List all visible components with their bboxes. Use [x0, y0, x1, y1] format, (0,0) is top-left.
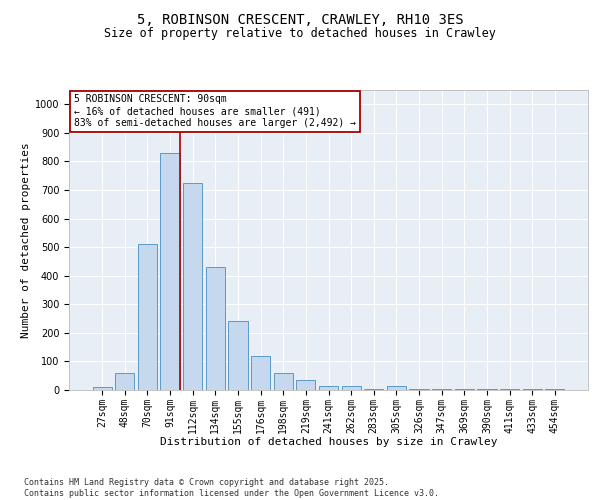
Text: Contains HM Land Registry data © Crown copyright and database right 2025.
Contai: Contains HM Land Registry data © Crown c…	[24, 478, 439, 498]
Bar	[274, 373, 293, 390]
Text: 5 ROBINSON CRESCENT: 90sqm
← 16% of detached houses are smaller (491)
83% of sem: 5 ROBINSON CRESCENT: 90sqm ← 16% of deta…	[74, 94, 356, 128]
Text: Size of property relative to detached houses in Crawley: Size of property relative to detached ho…	[104, 28, 496, 40]
Bar	[251, 356, 270, 390]
Bar	[364, 388, 383, 390]
Y-axis label: Number of detached properties: Number of detached properties	[20, 142, 31, 338]
Text: 5, ROBINSON CRESCENT, CRAWLEY, RH10 3ES: 5, ROBINSON CRESCENT, CRAWLEY, RH10 3ES	[137, 12, 463, 26]
Bar	[92, 387, 112, 390]
Bar	[296, 380, 316, 390]
Bar	[319, 386, 338, 390]
Bar	[115, 373, 134, 390]
X-axis label: Distribution of detached houses by size in Crawley: Distribution of detached houses by size …	[160, 437, 497, 447]
Bar	[341, 386, 361, 390]
Bar	[183, 183, 202, 390]
Bar	[206, 267, 225, 390]
Bar	[229, 322, 248, 390]
Bar	[138, 244, 157, 390]
Bar	[387, 386, 406, 390]
Bar	[160, 153, 180, 390]
